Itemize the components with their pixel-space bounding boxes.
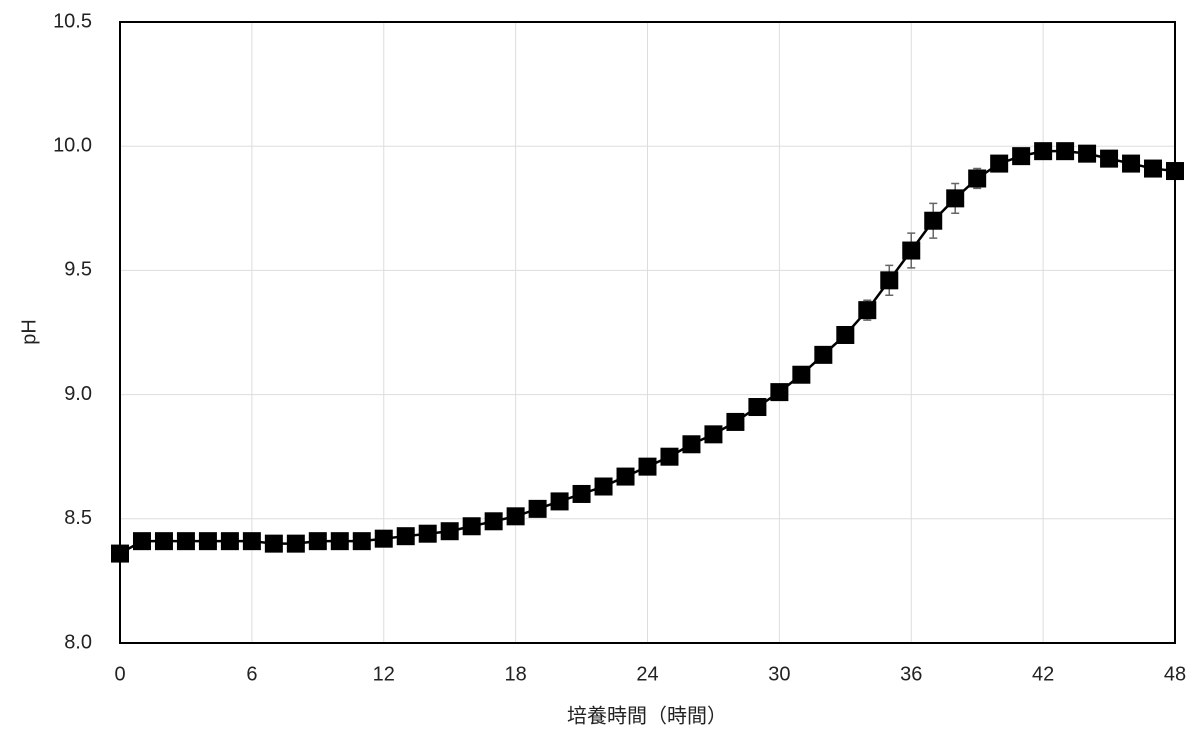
x-tick-label: 18 [505,663,527,685]
data-point [814,345,833,364]
data-point [682,435,701,454]
data-point [792,365,811,384]
data-point [946,189,965,208]
data-point [330,532,349,551]
data-point [132,532,151,551]
y-tick-label: 8.0 [64,631,92,653]
x-axis-title: 培養時間（時間） [567,704,727,727]
data-point [154,532,173,551]
data-point [242,532,261,551]
y-tick-label: 9.5 [64,259,92,281]
data-point [1144,159,1163,178]
data-point [836,325,855,344]
y-tick-label: 9.0 [64,383,92,405]
data-point [1056,142,1075,161]
data-point [572,484,591,503]
data-point [374,529,393,548]
data-point [176,532,195,551]
data-point [506,507,525,526]
data-point [616,467,635,486]
data-point [352,532,371,551]
data-point [880,271,899,290]
x-tick-label: 30 [768,663,790,685]
data-point [220,532,239,551]
x-tick-label: 12 [373,663,395,685]
x-tick-label: 48 [1164,663,1186,685]
x-tick-label: 36 [900,663,922,685]
data-point [968,169,987,188]
data-point [198,532,217,551]
data-point [858,301,877,320]
data-point [1100,149,1119,168]
data-point [308,532,327,551]
data-point [440,522,459,541]
data-point [1122,154,1141,173]
data-point [704,425,723,444]
y-tick-label: 10.5 [53,10,92,32]
data-point [462,517,481,536]
data-point [748,398,767,417]
y-axis-title: pH [18,319,40,345]
data-point [660,447,679,466]
data-point [594,477,613,496]
plot-frame [119,21,1176,644]
data-point [484,512,503,531]
data-point [1012,147,1031,166]
data-point [1078,144,1097,163]
x-tick-label: 24 [636,663,658,685]
data-point [1034,142,1053,161]
y-tick-label: 8.5 [64,507,92,529]
data-point [902,241,921,260]
x-tick-label: 0 [114,663,125,685]
data-point [418,524,437,543]
data-point [528,499,547,518]
data-point [924,211,943,230]
data-point [1166,162,1184,181]
data-point [638,457,657,476]
data-point [286,534,305,553]
data-point [990,154,1009,173]
x-tick-label: 6 [246,663,257,685]
y-tick-label: 10.0 [53,134,92,156]
data-point [770,383,789,402]
data-point [550,492,569,511]
data-point [726,412,745,431]
data-point [111,544,129,563]
x-tick-label: 42 [1032,663,1054,685]
data-point [264,534,283,553]
data-point [396,527,415,546]
